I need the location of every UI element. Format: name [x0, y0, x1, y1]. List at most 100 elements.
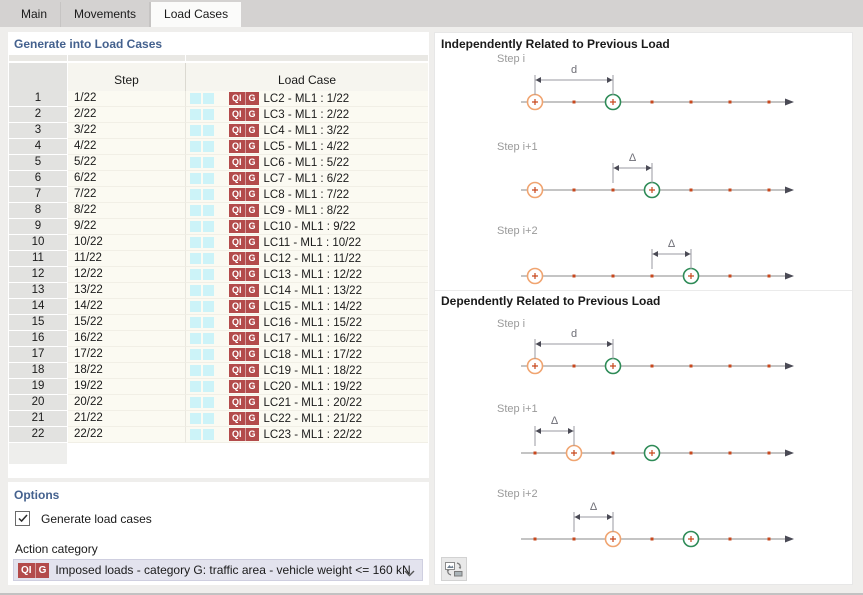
load-case-cell[interactable]: QI G LC5 - ML1 : 4/22 — [186, 139, 428, 155]
step-cell[interactable]: 18/22 — [68, 363, 186, 379]
chevron-down-icon — [404, 566, 415, 580]
table-row[interactable]: 9 9/22 QI G LC10 - ML1 : 9/22 — [9, 219, 429, 235]
row-number: 6 — [9, 171, 68, 187]
step-cell[interactable]: 17/22 — [68, 347, 186, 363]
step-cell[interactable]: 13/22 — [68, 283, 186, 299]
load-case-cell[interactable]: QI G LC23 - ML1 : 22/22 — [186, 427, 428, 443]
step-diagram: Δ — [435, 146, 850, 207]
cyan-indicator — [190, 397, 201, 408]
load-case-cell[interactable]: QI G LC10 - ML1 : 9/22 — [186, 219, 428, 235]
step-cell[interactable]: 4/22 — [68, 139, 186, 155]
cyan-indicator — [190, 365, 201, 376]
table-row[interactable]: 15 15/22 QI G LC16 - ML1 : 15/22 — [9, 315, 429, 331]
table-row[interactable]: 21 21/22 QI G LC22 - ML1 : 21/22 — [9, 411, 429, 427]
step-cell[interactable]: 1/22 — [68, 91, 186, 107]
table-row[interactable]: 1 1/22 QI G LC2 - ML1 : 1/22 — [9, 91, 429, 107]
load-case-label: LC7 - ML1 : 6/22 — [263, 172, 350, 185]
step-cell[interactable]: 21/22 — [68, 411, 186, 427]
table-row[interactable]: 5 5/22 QI G LC6 - ML1 : 5/22 — [9, 155, 429, 171]
load-case-cell[interactable]: QI G LC9 - ML1 : 8/22 — [186, 203, 428, 219]
table-row[interactable]: 7 7/22 QI G LC8 - ML1 : 7/22 — [9, 187, 429, 203]
load-case-cell[interactable]: QI G LC8 - ML1 : 7/22 — [186, 187, 428, 203]
action-category-badge: QI G — [229, 252, 259, 265]
step-label: Step i — [497, 53, 526, 65]
table-row[interactable]: 14 14/22 QI G LC15 - ML1 : 14/22 — [9, 299, 429, 315]
load-case-cell[interactable]: QI G LC14 - ML1 : 13/22 — [186, 283, 428, 299]
step-cell[interactable]: 7/22 — [68, 187, 186, 203]
svg-text:Δ: Δ — [551, 415, 559, 427]
toggle-graphic-button[interactable] — [441, 557, 467, 581]
step-cell[interactable]: 14/22 — [68, 299, 186, 315]
load-case-label: LC8 - ML1 : 7/22 — [263, 188, 350, 201]
load-case-cell[interactable]: QI G LC11 - ML1 : 10/22 — [186, 235, 428, 251]
cyan-indicator — [190, 285, 201, 296]
tab-load-cases[interactable]: Load Cases — [150, 2, 242, 27]
load-case-cell[interactable]: QI G LC22 - ML1 : 21/22 — [186, 411, 428, 427]
step-cell[interactable]: 5/22 — [68, 155, 186, 171]
load-case-cell[interactable]: QI G LC6 - ML1 : 5/22 — [186, 155, 428, 171]
load-case-cell[interactable]: QI G LC3 - ML1 : 2/22 — [186, 107, 428, 123]
table-row[interactable]: 11 11/22 QI G LC12 - ML1 : 11/22 — [9, 251, 429, 267]
step-cell[interactable]: 2/22 — [68, 107, 186, 123]
step-cell[interactable]: 3/22 — [68, 123, 186, 139]
table-row[interactable]: 19 19/22 QI G LC20 - ML1 : 19/22 — [9, 379, 429, 395]
step-cell[interactable]: 8/22 — [68, 203, 186, 219]
column-header-load-case[interactable]: Load Case — [186, 63, 428, 91]
tab-main[interactable]: Main — [8, 2, 62, 27]
load-case-cell[interactable]: QI G LC12 - ML1 : 11/22 — [186, 251, 428, 267]
load-case-cell[interactable]: QI G LC20 - ML1 : 19/22 — [186, 379, 428, 395]
load-case-cell[interactable]: QI G LC17 - ML1 : 16/22 — [186, 331, 428, 347]
table-row[interactable]: 6 6/22 QI G LC7 - ML1 : 6/22 — [9, 171, 429, 187]
step-cell[interactable]: 11/22 — [68, 251, 186, 267]
checkmark-icon — [17, 514, 28, 523]
tab-movements[interactable]: Movements — [61, 2, 151, 27]
table-row[interactable]: 17 17/22 QI G LC18 - ML1 : 17/22 — [9, 347, 429, 363]
load-case-cell[interactable]: QI G LC16 - ML1 : 15/22 — [186, 315, 428, 331]
step-cell[interactable]: 9/22 — [68, 219, 186, 235]
table-row[interactable]: 8 8/22 QI G LC9 - ML1 : 8/22 — [9, 203, 429, 219]
table-row[interactable]: 10 10/22 QI G LC11 - ML1 : 10/22 — [9, 235, 429, 251]
table-row[interactable]: 20 20/22 QI G LC21 - ML1 : 20/22 — [9, 395, 429, 411]
load-case-label: LC17 - ML1 : 16/22 — [263, 332, 362, 345]
action-category-badge: QI G — [229, 428, 259, 441]
table-row[interactable]: 22 22/22 QI G LC23 - ML1 : 22/22 — [9, 427, 429, 443]
table-row[interactable]: 4 4/22 QI G LC5 - ML1 : 4/22 — [9, 139, 429, 155]
load-case-label: LC18 - ML1 : 17/22 — [263, 348, 362, 361]
table-row[interactable]: 18 18/22 QI G LC19 - ML1 : 18/22 — [9, 363, 429, 379]
corner-header-cell — [9, 63, 68, 91]
step-cell[interactable]: 12/22 — [68, 267, 186, 283]
step-cell[interactable]: 19/22 — [68, 379, 186, 395]
load-case-cell[interactable]: QI G LC15 - ML1 : 14/22 — [186, 299, 428, 315]
cyan-indicator — [190, 317, 201, 328]
table-row[interactable]: 12 12/22 QI G LC13 - ML1 : 12/22 — [9, 267, 429, 283]
load-case-cell[interactable]: QI G LC7 - ML1 : 6/22 — [186, 171, 428, 187]
table-row[interactable]: 2 2/22 QI G LC3 - ML1 : 2/22 — [9, 107, 429, 123]
row-number: 15 — [9, 315, 68, 331]
movement-axis-diagram: d — [521, 328, 794, 375]
step-cell[interactable]: 6/22 — [68, 171, 186, 187]
load-case-label: LC10 - ML1 : 9/22 — [263, 220, 356, 233]
load-case-cell[interactable]: QI G LC21 - ML1 : 20/22 — [186, 395, 428, 411]
step-cell[interactable]: 10/22 — [68, 235, 186, 251]
load-case-cell[interactable]: QI G LC18 - ML1 : 17/22 — [186, 347, 428, 363]
table-row[interactable]: 3 3/22 QI G LC4 - ML1 : 3/22 — [9, 123, 429, 139]
step-cell[interactable]: 15/22 — [68, 315, 186, 331]
action-category-dropdown[interactable]: QI G Imposed loads - category G: traffic … — [13, 559, 423, 581]
table-section-title: Generate into Load Cases — [14, 37, 163, 51]
action-category-badge: QI G — [229, 284, 259, 297]
step-cell[interactable]: 16/22 — [68, 331, 186, 347]
load-case-cell[interactable]: QI G LC13 - ML1 : 12/22 — [186, 267, 428, 283]
step-cell[interactable]: 20/22 — [68, 395, 186, 411]
table-row[interactable]: 13 13/22 QI G LC14 - ML1 : 13/22 — [9, 283, 429, 299]
cyan-indicator — [190, 109, 201, 120]
column-header-step[interactable]: Step — [68, 63, 186, 91]
load-case-cell[interactable]: QI G LC4 - ML1 : 3/22 — [186, 123, 428, 139]
load-case-cell[interactable]: QI G LC19 - ML1 : 18/22 — [186, 363, 428, 379]
load-case-cell[interactable]: QI G LC2 - ML1 : 1/22 — [186, 91, 428, 107]
action-category-badge: QI G — [229, 172, 259, 185]
table-row[interactable]: 16 16/22 QI G LC17 - ML1 : 16/22 — [9, 331, 429, 347]
step-cell[interactable]: 22/22 — [68, 427, 186, 443]
cyan-indicator — [203, 365, 214, 376]
cyan-indicator — [203, 237, 214, 248]
generate-load-cases-checkbox[interactable] — [15, 511, 30, 526]
